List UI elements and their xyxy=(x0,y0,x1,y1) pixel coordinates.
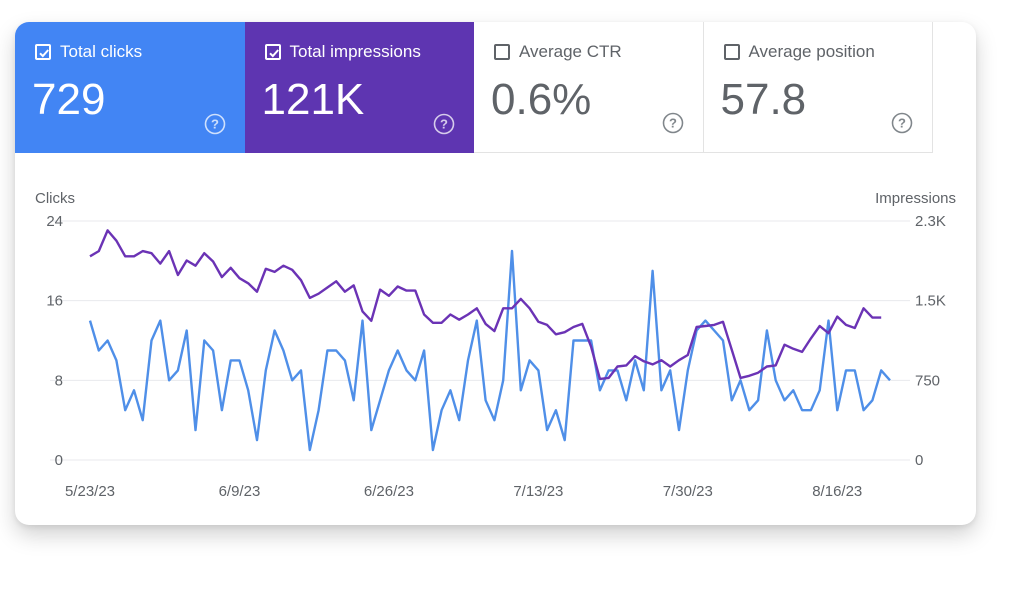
svg-text:?: ? xyxy=(669,116,677,131)
x-tick-label: 7/13/23 xyxy=(513,483,563,500)
series-line-impressions xyxy=(89,229,882,381)
svg-text:?: ? xyxy=(898,116,906,131)
metric-total-impressions[interactable]: Total impressions 121K ? xyxy=(244,22,474,153)
checkbox-icon[interactable] xyxy=(264,44,281,60)
x-tick-label: 7/30/23 xyxy=(663,483,713,500)
series-line-clicks xyxy=(88,249,891,452)
metric-value: 121K xyxy=(261,75,365,124)
metric-tabs: Total clicks 729 ? Total impressions 121… xyxy=(15,22,933,153)
x-tick-label: 6/26/23 xyxy=(364,483,414,500)
y-tick-label-left: 0 xyxy=(55,452,63,469)
metric-label: Total impressions xyxy=(289,42,421,61)
metric-value: 729 xyxy=(32,75,106,124)
metric-average-position[interactable]: Average position 57.8 ? xyxy=(703,22,933,153)
y-tick-label-right: 2.3K xyxy=(915,213,946,230)
performance-line-chart: Clicks Impressions 0 8 16 24 0 750 1.5K 2.3K 5/2… xyxy=(35,190,956,500)
checkbox-icon[interactable] xyxy=(723,44,740,60)
y-axis-label-right: Impressions xyxy=(875,190,956,207)
svg-text:?: ? xyxy=(440,117,448,132)
y-tick-label-left: 16 xyxy=(46,293,63,310)
y-axis-label-left: Clicks xyxy=(35,190,75,207)
metric-value: 0.6% xyxy=(491,75,592,124)
checkbox-icon[interactable] xyxy=(494,44,510,60)
performance-card: Total clicks 729 ? Total impressions 121… xyxy=(15,22,976,525)
x-tick-label: 8/16/23 xyxy=(812,483,862,500)
y-tick-label-left: 24 xyxy=(46,213,63,230)
y-tick-label-left: 8 xyxy=(55,372,63,389)
svg-text:?: ? xyxy=(211,117,219,132)
metric-value: 57.8 xyxy=(720,75,807,124)
help-circle-icon[interactable]: ? xyxy=(433,113,455,135)
checkbox-icon[interactable] xyxy=(35,44,51,60)
metric-label: Average position xyxy=(748,42,875,61)
metric-label: Total clicks xyxy=(60,42,143,61)
help-circle-icon[interactable]: ? xyxy=(891,112,913,134)
metric-label: Average CTR xyxy=(519,42,622,61)
x-tick-label: 6/9/23 xyxy=(219,483,261,500)
x-tick-label: 5/23/23 xyxy=(65,483,115,500)
help-circle-icon[interactable]: ? xyxy=(204,113,226,135)
y-tick-label-right: 0 xyxy=(915,452,923,469)
help-circle-icon[interactable]: ? xyxy=(662,112,684,134)
y-tick-label-right: 750 xyxy=(915,372,940,389)
metric-total-clicks[interactable]: Total clicks 729 ? xyxy=(15,22,245,153)
metric-average-ctr[interactable]: Average CTR 0.6% ? xyxy=(474,22,704,153)
y-tick-label-right: 1.5K xyxy=(915,293,946,310)
